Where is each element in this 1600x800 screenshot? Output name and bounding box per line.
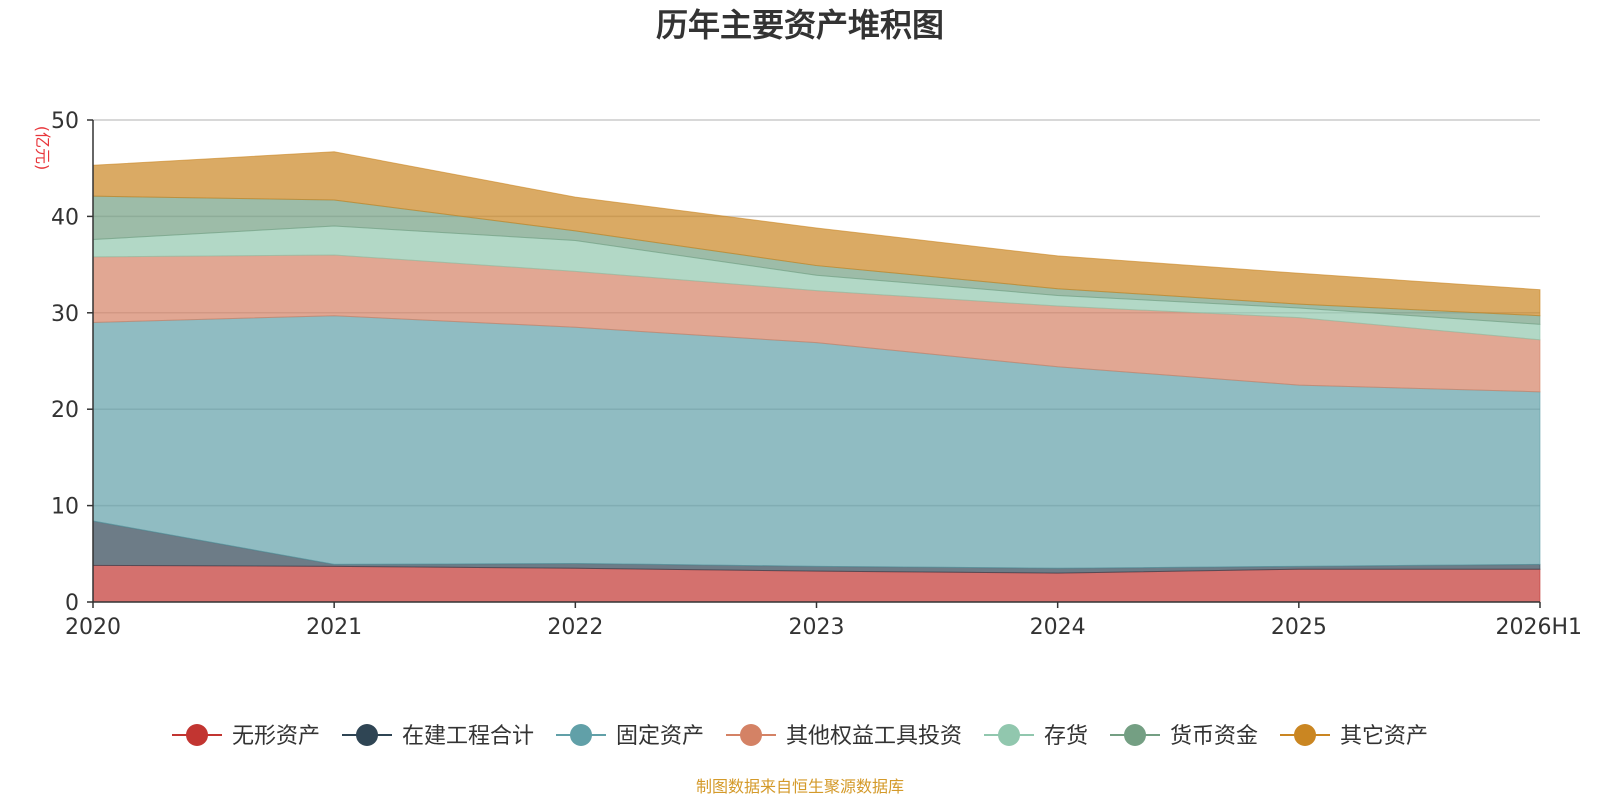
x-tick-label: 2026H1 bbox=[1495, 615, 1582, 640]
y-tick-label: 10 bbox=[51, 495, 79, 520]
y-tick-label: 30 bbox=[51, 302, 79, 327]
legend-label: 存货 bbox=[1044, 724, 1088, 749]
legend-label: 其它资产 bbox=[1340, 724, 1428, 749]
y-axis-unit-label: (亿元) bbox=[33, 126, 52, 171]
legend-marker bbox=[356, 724, 378, 746]
legend-item: 存货 bbox=[984, 724, 1088, 749]
y-tick-labels: 0 10 20 30 40 50 bbox=[51, 109, 79, 616]
y-tick-label: 50 bbox=[51, 109, 79, 134]
legend-marker bbox=[186, 724, 208, 746]
source-note: 制图数据来自恒生聚源数据库 bbox=[696, 777, 904, 796]
legend-label: 固定资产 bbox=[616, 724, 704, 749]
legend-marker bbox=[1294, 724, 1316, 746]
x-tick-label: 2023 bbox=[789, 615, 845, 640]
legend-marker bbox=[998, 724, 1020, 746]
legend-marker bbox=[740, 724, 762, 746]
area-series bbox=[92, 151, 1541, 317]
chart-title: 历年主要资产堆积图 bbox=[656, 6, 944, 44]
legend-label: 无形资产 bbox=[232, 724, 320, 749]
legend-item: 固定资产 bbox=[556, 724, 704, 749]
x-tick-label: 2024 bbox=[1030, 615, 1086, 640]
y-tick-label: 0 bbox=[65, 591, 79, 616]
legend-label: 货币资金 bbox=[1170, 724, 1258, 749]
series-areas bbox=[92, 151, 1541, 603]
legend-item: 在建工程合计 bbox=[342, 724, 534, 749]
x-tick-label: 2021 bbox=[306, 615, 362, 640]
x-tick-label: 2022 bbox=[547, 615, 603, 640]
x-tick-label: 2020 bbox=[65, 615, 121, 640]
y-tick-label: 40 bbox=[51, 205, 79, 230]
legend-item: 其它资产 bbox=[1280, 724, 1428, 749]
x-tick-labels: 2020 2021 2022 2023 2024 2025 2026H1 bbox=[65, 615, 1582, 640]
legend-item: 无形资产 bbox=[172, 724, 320, 749]
legend-item: 货币资金 bbox=[1110, 724, 1258, 749]
x-tick-label: 2025 bbox=[1271, 615, 1327, 640]
legend-label: 在建工程合计 bbox=[402, 724, 534, 749]
legend-marker bbox=[1124, 724, 1146, 746]
legend-label: 其他权益工具投资 bbox=[786, 724, 962, 749]
legend: 无形资产 在建工程合计 固定资产 其他权益工具投资 存货 货币资金 其它资产 bbox=[172, 724, 1428, 749]
y-tick-label: 20 bbox=[51, 398, 79, 423]
legend-item: 其他权益工具投资 bbox=[726, 724, 962, 749]
axes bbox=[87, 119, 1541, 608]
legend-marker bbox=[570, 724, 592, 746]
